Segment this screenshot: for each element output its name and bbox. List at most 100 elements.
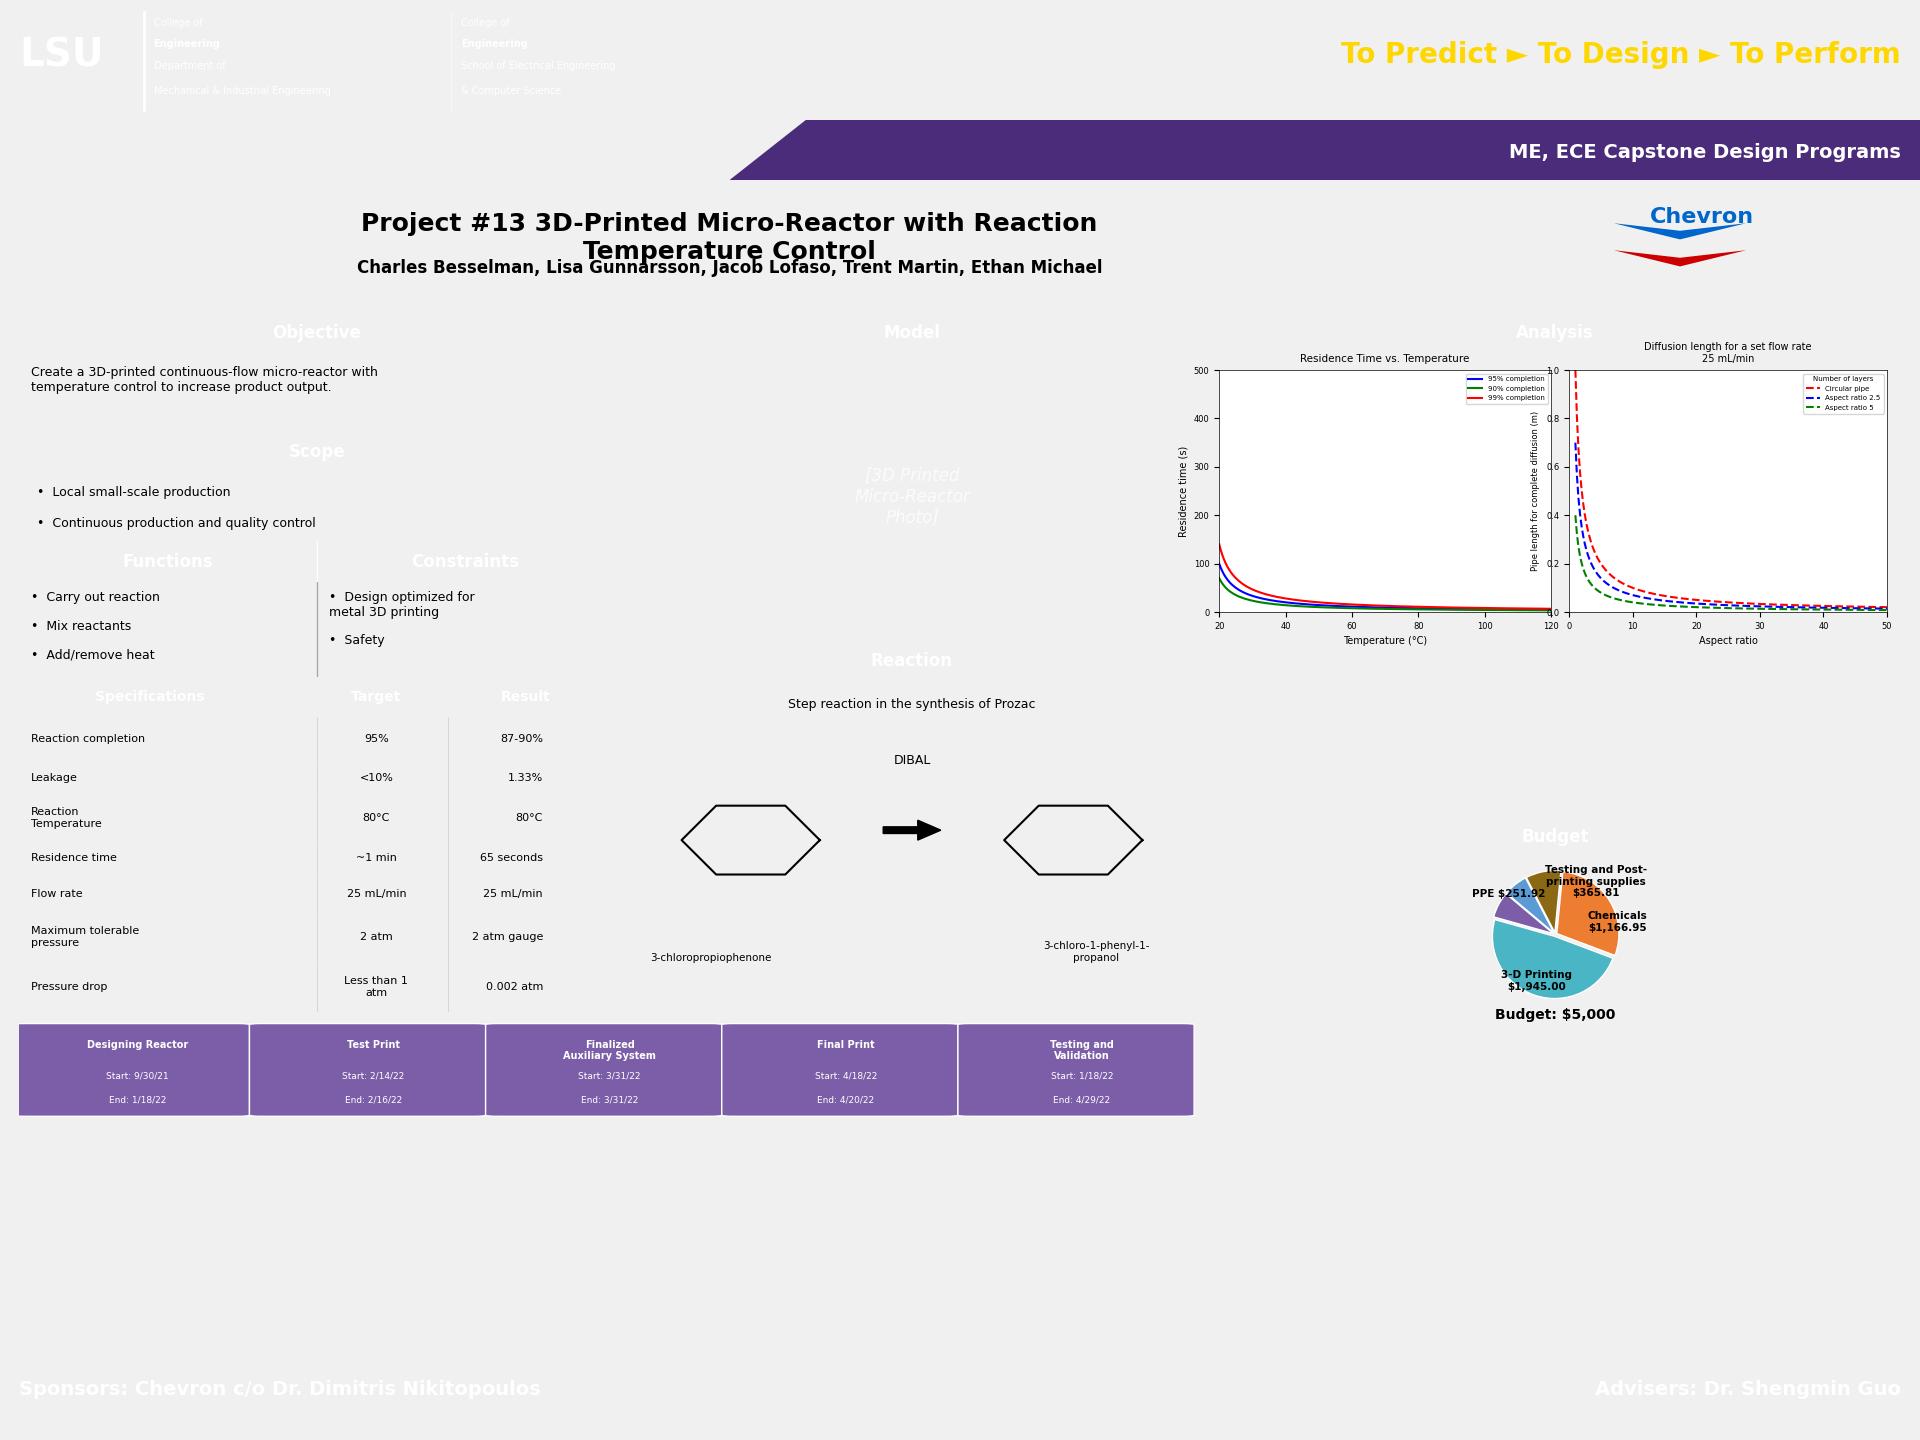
95% completion [1540,600,1563,618]
Wedge shape [1557,871,1619,956]
Text: Engineering: Engineering [154,39,221,49]
Line: 90% completion: 90% completion [1219,577,1551,611]
Text: End: 3/31/22: End: 3/31/22 [582,1096,637,1104]
FancyBboxPatch shape [722,1024,958,1116]
Text: 2 atm: 2 atm [359,932,394,942]
Text: 25 mL/min: 25 mL/min [346,888,407,899]
Text: & Computer Science: & Computer Science [461,85,561,95]
Text: Objective: Objective [273,324,361,341]
Y-axis label: Residence time (s): Residence time (s) [1179,445,1188,537]
Aspect ratio 5 [1622,593,1645,611]
Legend: Circular pipe, Aspect ratio 2.5, Aspect ratio 5: Circular pipe, Aspect ratio 2.5, Aspect … [1803,373,1884,413]
Text: Mechanical & Industrial Engineering: Mechanical & Industrial Engineering [154,85,330,95]
Text: Flow rate: Flow rate [31,888,83,899]
Text: Department of: Department of [154,60,225,71]
X-axis label: Aspect ratio: Aspect ratio [1699,636,1757,647]
99% completion [1523,600,1546,618]
Text: College of: College of [154,19,202,29]
95% completion [1296,596,1319,613]
90% completion [1269,596,1292,613]
Text: Maximum tolerable
pressure: Maximum tolerable pressure [31,926,140,948]
Text: •  Local small-scale production: • Local small-scale production [36,487,230,500]
Text: Designing Reactor: Designing Reactor [86,1040,188,1050]
Line: Circular pipe: Circular pipe [1576,370,1887,608]
Text: 95%: 95% [365,734,388,743]
Text: 25 mL/min: 25 mL/min [484,888,543,899]
Line: Aspect ratio 2.5: Aspect ratio 2.5 [1576,442,1887,609]
Text: Reaction completion: Reaction completion [31,734,146,743]
99% completion [1511,600,1534,618]
FancyBboxPatch shape [958,1024,1194,1116]
Wedge shape [1494,894,1553,933]
Text: [3D Printed
Micro-Reactor
Photo]: [3D Printed Micro-Reactor Photo] [854,467,970,527]
Line: 95% completion: 95% completion [1219,563,1551,609]
Text: •  Design optimized for
metal 3D printing: • Design optimized for metal 3D printing [328,592,474,619]
Aspect ratio 5 [1876,602,1899,619]
Text: To Predict ► To Design ► To Perform: To Predict ► To Design ► To Perform [1340,42,1901,69]
Text: Budget: Budget [1521,828,1590,845]
99% completion [1540,600,1563,618]
Circular pipe [1647,586,1670,603]
90% completion [1540,602,1563,619]
Circular pipe [1565,361,1588,379]
Aspect ratio 2.5 [1860,600,1884,618]
Text: Budget: $5,000: Budget: $5,000 [1496,1008,1615,1022]
90% completion [1511,602,1534,619]
90% completion [1296,598,1319,615]
Text: Constraints: Constraints [411,553,520,570]
Text: PPE $251.92: PPE $251.92 [1473,888,1546,899]
Text: DIBAL: DIBAL [893,755,931,768]
Aspect ratio 2.5 [1647,592,1670,609]
Aspect ratio 5 [1576,570,1599,588]
Circular pipe [1622,579,1645,596]
Text: Start: 2/14/22: Start: 2/14/22 [342,1071,405,1081]
Text: Engineering: Engineering [461,39,528,49]
Text: Reaction
Temperature: Reaction Temperature [31,806,102,829]
Aspect ratio 2.5 [1576,546,1599,563]
Aspect ratio 2.5 [1876,600,1899,618]
Text: Charles Besselman, Lisa Gunnarsson, Jacob Lofaso, Trent Martin, Ethan Michael: Charles Besselman, Lisa Gunnarsson, Jaco… [357,259,1102,276]
Text: Test Print: Test Print [348,1040,399,1050]
X-axis label: Temperature (°C): Temperature (°C) [1342,636,1427,647]
Text: Target: Target [351,690,401,704]
Text: Less than 1
atm: Less than 1 atm [344,976,409,998]
Text: LSU: LSU [19,36,104,73]
90% completion [1227,588,1250,605]
Text: Functions: Functions [123,553,213,570]
Text: Analysis: Analysis [1517,324,1594,341]
Aspect ratio 5 [1860,602,1884,619]
Text: Specifications: Specifications [96,690,205,704]
FancyBboxPatch shape [250,1024,486,1116]
95% completion [1221,576,1244,593]
Text: 65 seconds: 65 seconds [480,852,543,863]
95% completion [1269,593,1292,611]
Text: Start: 1/18/22: Start: 1/18/22 [1050,1071,1114,1081]
Circular pipe [1860,598,1884,615]
99% completion [1221,566,1244,583]
95% completion [1208,554,1231,572]
Text: Result: Result [501,690,549,704]
95% completion [1523,600,1546,618]
Text: •  Carry out reaction: • Carry out reaction [31,592,159,605]
FancyBboxPatch shape [13,1024,250,1116]
Text: Testing and
Validation: Testing and Validation [1050,1040,1114,1061]
Wedge shape [1507,878,1553,933]
Text: Scope: Scope [288,444,346,461]
Text: Start: 3/31/22: Start: 3/31/22 [578,1071,641,1081]
Text: College of: College of [461,19,509,29]
FancyBboxPatch shape [486,1024,722,1116]
Text: End: 2/16/22: End: 2/16/22 [346,1096,401,1104]
Text: School of Electrical Engineering: School of Electrical Engineering [461,60,614,71]
99% completion [1227,573,1250,590]
Text: 0.002 atm: 0.002 atm [486,982,543,992]
90% completion [1208,569,1231,586]
Text: Advisers: Dr. Shengmin Guo: Advisers: Dr. Shengmin Guo [1596,1380,1901,1400]
Aspect ratio 5 [1647,596,1670,613]
Y-axis label: Pipe length for complete diffusion (m): Pipe length for complete diffusion (m) [1532,410,1540,572]
Text: End: 4/20/22: End: 4/20/22 [818,1096,874,1104]
95% completion [1511,600,1534,618]
Text: Step reaction in the synthesis of Prozac: Step reaction in the synthesis of Prozac [789,698,1035,711]
Wedge shape [1492,920,1613,998]
Text: Project #13 3D-Printed Micro-Reactor with Reaction
Temperature Control: Project #13 3D-Printed Micro-Reactor wit… [361,213,1098,264]
Text: Pressure drop: Pressure drop [31,982,108,992]
